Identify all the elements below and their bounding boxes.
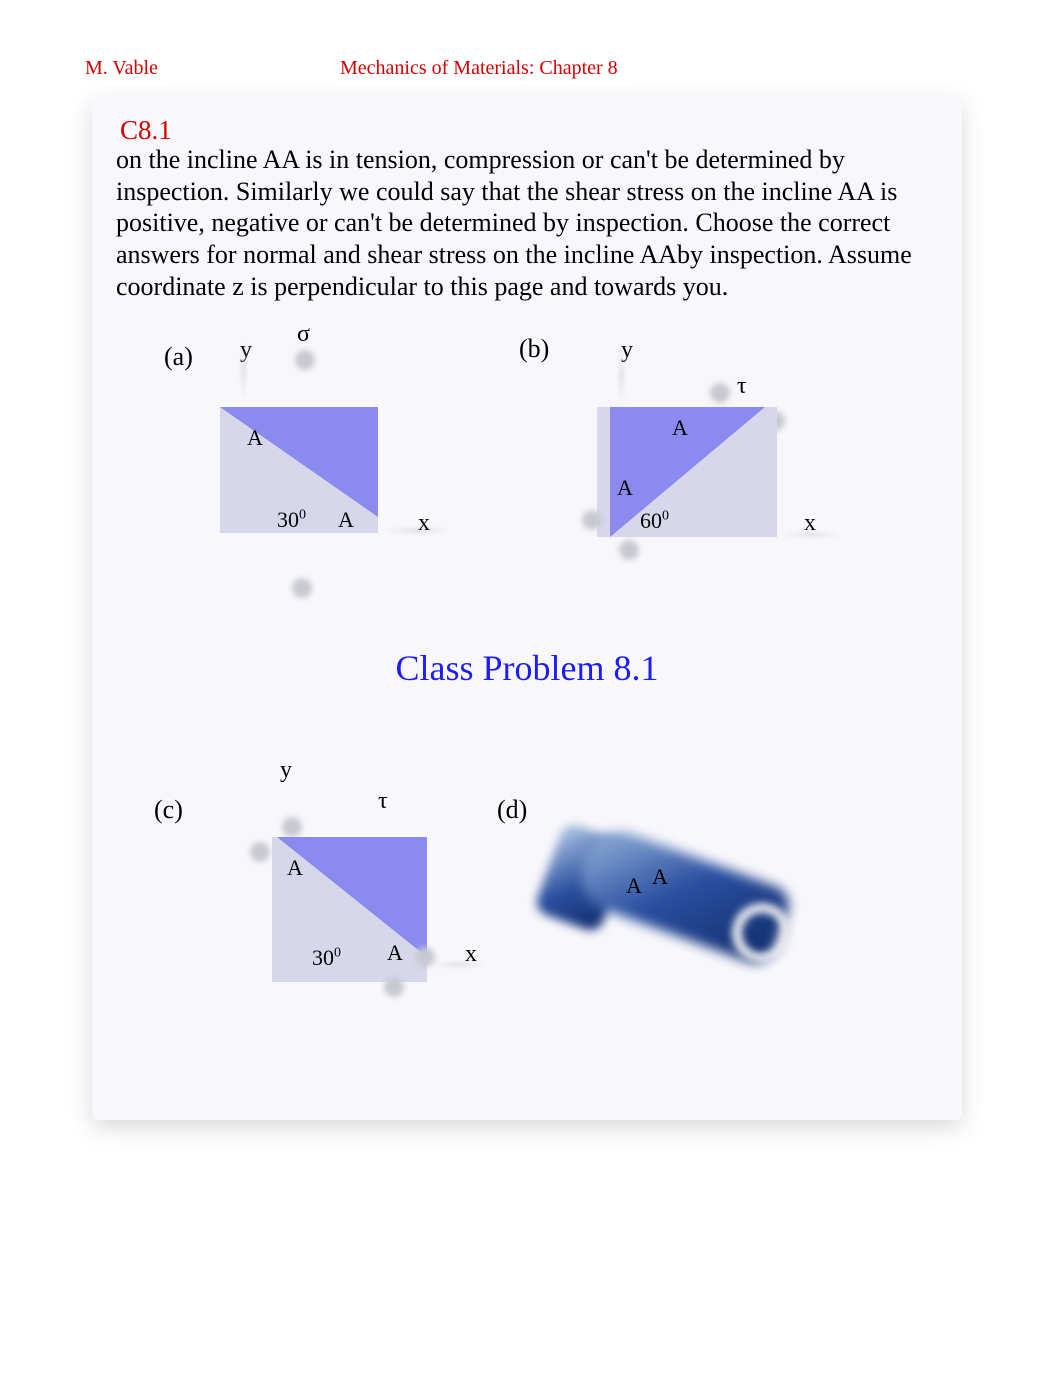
fig-a-dot-top: [295, 350, 315, 370]
fig-b-dot-left: [582, 510, 602, 530]
fig-d-A1: A: [626, 873, 642, 899]
fig-a-label: (a): [164, 342, 193, 372]
content-card: C8.1 on the incline AA is in tension, co…: [92, 95, 962, 1120]
fig-b-dot-bottom: [619, 540, 639, 560]
fig-a-y-line: [242, 340, 245, 400]
fig-b-tau: τ: [737, 373, 747, 400]
fig-c-dot-left: [250, 842, 270, 862]
fig-c-x-line: [432, 963, 487, 966]
fig-c-y-axis: y: [280, 757, 292, 784]
fig-d-label: (d): [497, 795, 527, 825]
fig-c-tau: τ: [378, 788, 388, 815]
fig-c-A-lower: A: [387, 940, 403, 966]
figure-row-2: (c) y τ A 300 A x (d) A A: [92, 745, 962, 1065]
fig-c-dot-top: [282, 817, 302, 837]
fig-b-label: (b): [519, 334, 549, 364]
fig-a-x-line: [382, 529, 452, 532]
fig-b-A-lower: A: [617, 475, 633, 501]
figure-row-1: (a) y σ A 300 A x (b) y τ A A 600: [92, 315, 962, 620]
fig-a-angle: 300: [277, 507, 306, 533]
fig-c-dot-bottom: [384, 977, 404, 997]
fig-a-sigma: σ: [297, 321, 310, 348]
page-author: M. Vable: [85, 57, 158, 80]
problem-id: C8.1: [120, 115, 172, 146]
fig-b-angle: 600: [640, 508, 669, 534]
fig-b-A-upper: A: [672, 415, 688, 441]
fig-a-A-upper: A: [247, 425, 263, 451]
fig-a-dot-bottom: [292, 578, 312, 598]
fig-c-label: (c): [154, 795, 183, 825]
fig-d-A2: A: [652, 864, 668, 890]
fig-a-A-lower: A: [338, 507, 354, 533]
fig-b-x-axis: x: [804, 510, 816, 537]
fig-b-dot-tr1: [710, 383, 730, 403]
fig-c-A-upper: A: [287, 855, 303, 881]
card-inner: C8.1 on the incline AA is in tension, co…: [92, 95, 962, 1120]
fig-c-angle: 300: [312, 945, 341, 971]
fig-a-triangle: [220, 407, 378, 517]
class-title: Class Problem 8.1: [92, 647, 962, 689]
fig-c-x-axis: x: [465, 941, 477, 968]
fig-a-x-axis: x: [418, 510, 430, 537]
problem-body: on the incline AA is in tension, compres…: [116, 144, 938, 303]
page-chapter: Mechanics of Materials: Chapter 8: [340, 57, 618, 80]
fig-b-y-line: [620, 345, 623, 405]
